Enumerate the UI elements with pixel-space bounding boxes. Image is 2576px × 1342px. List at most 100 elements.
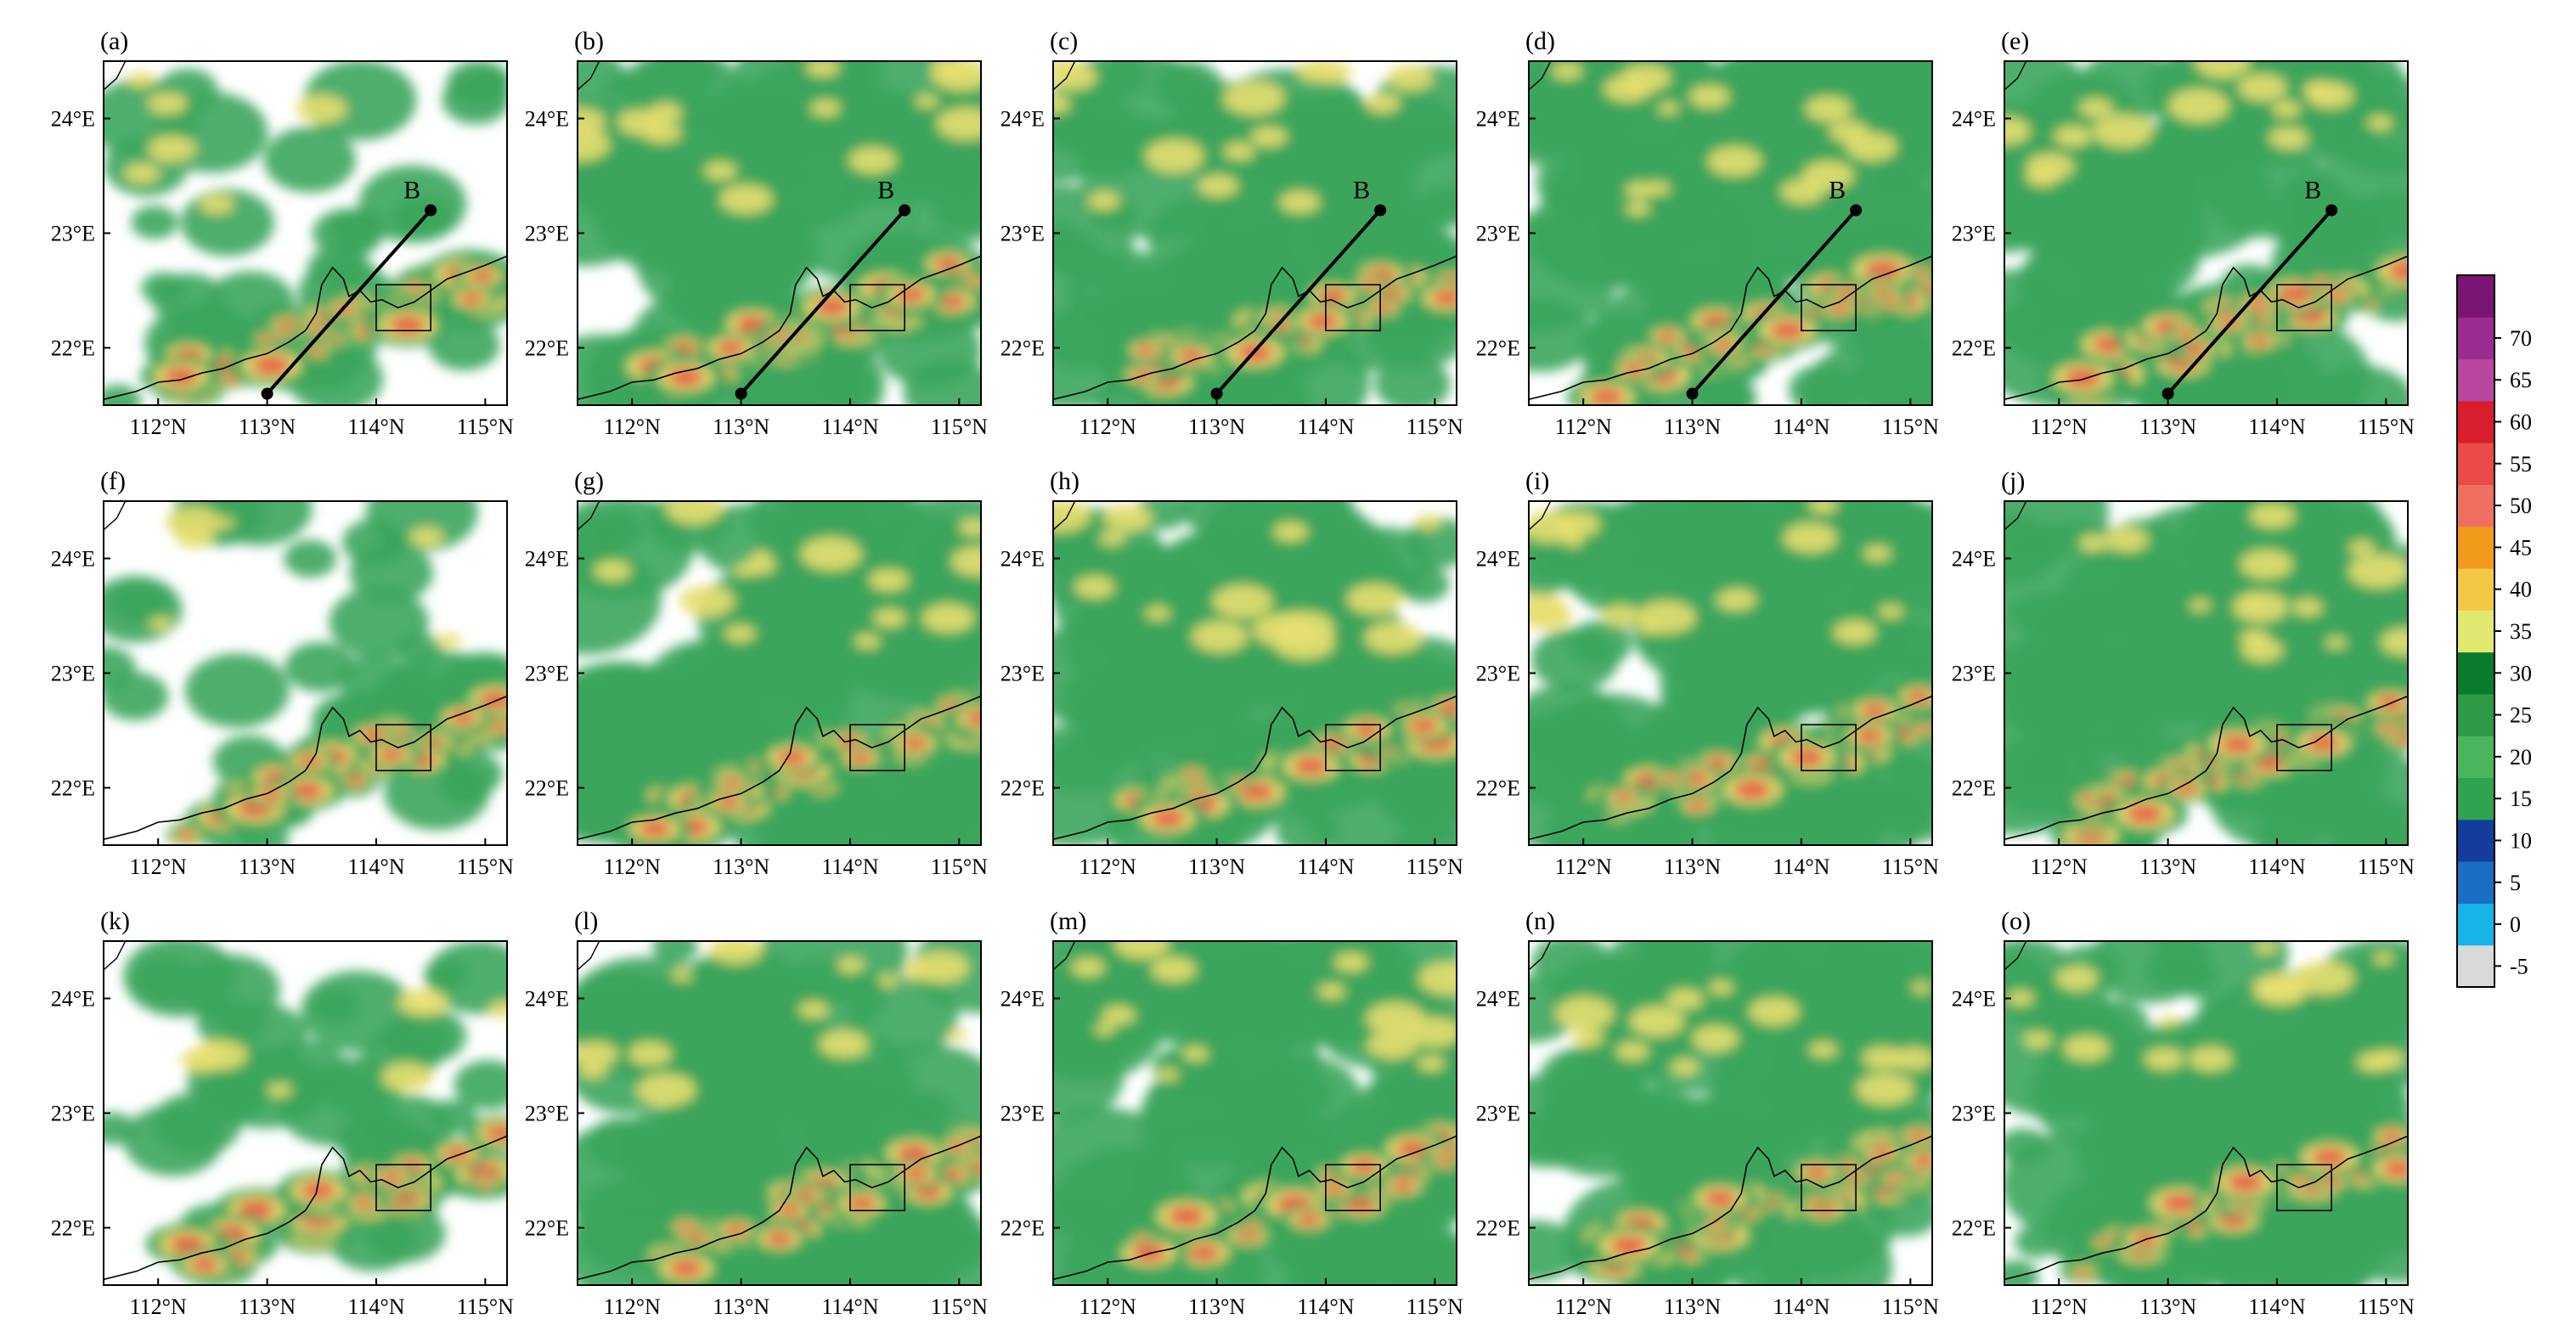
x-tick-label: 113°N [2139, 414, 2196, 439]
y-tick-label: 22°E [1001, 776, 1045, 801]
y-tick-label: 23°E [525, 1102, 569, 1126]
y-tick-label: 22°E [525, 1216, 569, 1241]
y-tick-label: 24°E [51, 547, 95, 572]
reflectivity-field [1529, 941, 1932, 1285]
x-tick-label: 112°N [1555, 414, 1612, 439]
colorbar-segment [2457, 317, 2494, 360]
map-panel: (m) 112°N 113°N 114°N 115°N 22°E 23°E 24°E [1001, 907, 1463, 1319]
y-tick-label: 24°E [1001, 987, 1045, 1012]
colorbar-label: 60 [2510, 410, 2532, 435]
panel-label: (k) [100, 907, 130, 935]
y-tick-label: 22°E [51, 336, 95, 361]
province-border [2004, 501, 2027, 531]
study-area-box [375, 284, 431, 332]
panel-label: (m) [1050, 907, 1086, 935]
reflectivity-field [578, 61, 981, 405]
x-tick-label: 112°N [130, 414, 187, 439]
colorbar-label: 55 [2510, 452, 2532, 476]
reflectivity-field [1053, 941, 1457, 1285]
y-tick-label: 23°E [51, 662, 95, 686]
x-tick-label: 115°N [931, 854, 988, 879]
province-border [578, 61, 600, 91]
colorbar-segment [2457, 526, 2494, 569]
x-tick-label: 115°N [1406, 414, 1463, 439]
y-tick-label: 23°E [1952, 662, 1996, 686]
province-border [104, 501, 127, 531]
panel-grid: B (a) 112°N 113°N 114°N 115°N 22°E 23°E 24°E B (b)… [51, 27, 2415, 1319]
colorbar-segment [2457, 777, 2494, 820]
x-tick-label: 115°N [931, 1294, 988, 1319]
map-panel: (f) 112°N 113°N 114°N 115°N 22°E 23°E 24°E [51, 467, 514, 879]
study-area-box [849, 1164, 905, 1212]
transect-end-label: B [877, 177, 894, 205]
transect-start-point [1210, 387, 1223, 400]
y-tick-label: 24°E [51, 107, 95, 132]
x-tick-label: 112°N [604, 414, 661, 439]
reflectivity-field [104, 941, 507, 1285]
y-tick-label: 22°E [1476, 1216, 1520, 1241]
x-tick-label: 115°N [1882, 854, 1939, 879]
colorbar-segment [2457, 275, 2494, 318]
transect-end-label: B [2304, 177, 2321, 205]
colorbar-segment [2457, 693, 2494, 736]
transect-end-label: B [1829, 177, 1846, 205]
reflectivity-field [1053, 61, 1457, 405]
x-tick-label: 112°N [1555, 1294, 1612, 1319]
x-tick-label: 114°N [2248, 854, 2305, 879]
y-tick-label: 24°E [1476, 107, 1520, 132]
y-tick-label: 23°E [1001, 222, 1045, 246]
y-tick-label: 22°E [1476, 776, 1520, 801]
y-tick-label: 24°E [1952, 987, 1996, 1012]
colorbar-label: 45 [2510, 535, 2532, 560]
map-panel: (n) 112°N 113°N 114°N 115°N 22°E 23°E 24°E [1476, 907, 1939, 1319]
y-tick-label: 24°E [1001, 107, 1045, 132]
transect-line [1691, 209, 1857, 395]
reflectivity-field [104, 501, 507, 845]
panel-label: (j) [2001, 467, 2025, 495]
x-tick-label: 112°N [2031, 854, 2088, 879]
transect-end-label: B [1353, 177, 1370, 205]
x-tick-label: 113°N [2139, 854, 2196, 879]
y-tick-label: 22°E [1952, 336, 1996, 361]
transect-line [1215, 209, 1382, 395]
x-tick-label: 114°N [1297, 1294, 1354, 1319]
colorbar-label: 5 [2510, 871, 2521, 895]
panel-label: (n) [1525, 907, 1555, 935]
province-border [1053, 61, 1076, 91]
x-tick-label: 112°N [1079, 1294, 1136, 1319]
study-area-box [2276, 724, 2332, 772]
colorbar-label: 20 [2510, 745, 2532, 770]
transect-start-point [2162, 387, 2174, 400]
y-tick-label: 22°E [525, 336, 569, 361]
province-border [578, 501, 600, 531]
x-tick-label: 115°N [457, 1294, 514, 1319]
y-tick-label: 24°E [1476, 547, 1520, 572]
x-tick-label: 115°N [1882, 1294, 1939, 1319]
y-tick-label: 23°E [1001, 662, 1045, 686]
y-tick-label: 24°E [51, 987, 95, 1012]
colorbar-segment [2457, 484, 2494, 527]
colorbar-segment [2457, 819, 2494, 862]
x-tick-label: 113°N [1188, 854, 1245, 879]
y-tick-label: 23°E [51, 222, 95, 246]
panel-label: (l) [574, 907, 598, 935]
study-area-box [849, 284, 905, 332]
province-border [2004, 61, 2027, 91]
x-tick-label: 115°N [1406, 1294, 1463, 1319]
x-tick-label: 114°N [2248, 414, 2305, 439]
x-tick-label: 112°N [1555, 854, 1612, 879]
y-tick-label: 24°E [525, 547, 569, 572]
colorbar-label: 40 [2510, 578, 2532, 602]
x-tick-label: 113°N [239, 414, 296, 439]
y-tick-label: 24°E [525, 107, 569, 132]
province-border [1053, 501, 1076, 531]
map-panel: B (e) 112°N 113°N 114°N 115°N 22°E 23°E 24°E [1952, 27, 2415, 439]
map-panel: (g) 112°N 113°N 114°N 115°N 22°E 23°E 24°E [525, 467, 988, 879]
x-tick-label: 114°N [821, 854, 878, 879]
y-tick-label: 22°E [51, 776, 95, 801]
transect-start-point [735, 387, 747, 400]
x-tick-label: 112°N [130, 1294, 187, 1319]
panel-label: (i) [1525, 467, 1549, 495]
